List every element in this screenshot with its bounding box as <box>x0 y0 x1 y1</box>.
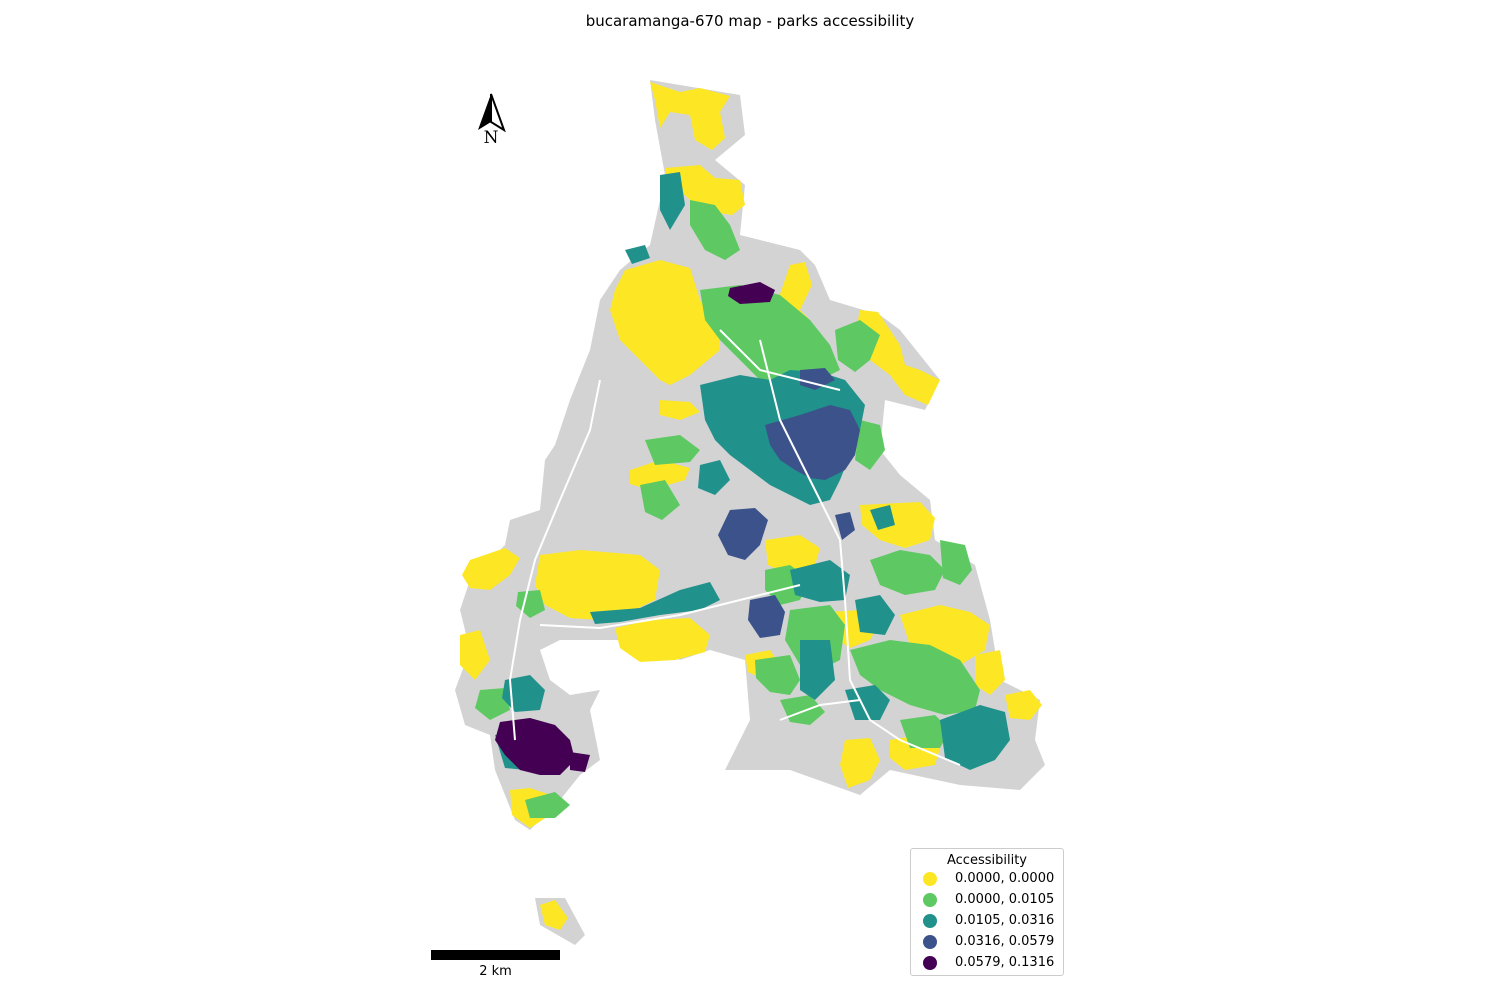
scale-label: 2 km <box>479 964 512 979</box>
map-title: bucaramanga-670 map - parks accessibilit… <box>585 12 915 30</box>
legend-dot-icon <box>923 955 937 970</box>
legend: Accessibility 0.0000, 0.0000 0.0000, 0.0… <box>910 848 1064 976</box>
north-arrow-icon <box>478 93 506 133</box>
scale-bar <box>431 950 560 960</box>
class-blue-areas <box>718 368 860 638</box>
legend-item: 0.0105, 0.0316 <box>923 910 1063 931</box>
legend-item: 0.0316, 0.0579 <box>923 931 1063 952</box>
legend-label: 0.0105, 0.0316 <box>955 913 1055 928</box>
legend-label: 0.0000, 0.0000 <box>955 871 1055 886</box>
legend-item: 0.0000, 0.0105 <box>923 889 1063 910</box>
legend-dot-icon <box>923 934 937 949</box>
legend-label: 0.0579, 0.1316 <box>955 955 1055 970</box>
legend-label: 0.0316, 0.0579 <box>955 934 1055 949</box>
north-label: N <box>483 128 499 148</box>
legend-item: 0.0000, 0.0000 <box>923 868 1063 889</box>
road-network <box>508 329 961 766</box>
legend-dot-icon <box>923 892 937 907</box>
legend-title: Accessibility <box>947 853 1027 868</box>
legend-label: 0.0000, 0.0105 <box>955 892 1055 907</box>
legend-dot-icon <box>923 913 937 928</box>
legend-item: 0.0579, 0.1316 <box>923 952 1063 973</box>
legend-dot-icon <box>923 871 937 886</box>
class-yellow-areas <box>460 82 1042 930</box>
